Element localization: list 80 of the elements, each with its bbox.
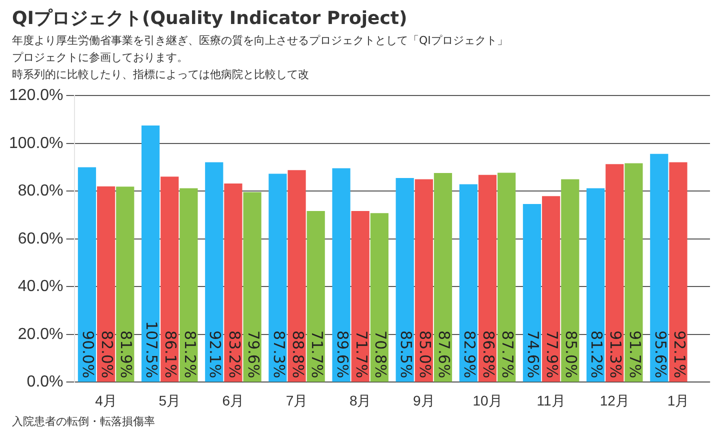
y-tick-label: 80.0% bbox=[18, 182, 64, 200]
bar bbox=[141, 125, 160, 382]
data-label: 79.6% bbox=[244, 330, 262, 378]
data-label: 87.7% bbox=[498, 330, 517, 378]
data-label: 91.7% bbox=[626, 330, 644, 378]
data-label: 77.9% bbox=[543, 330, 562, 378]
bar bbox=[542, 196, 560, 382]
x-tick-label: 6月 bbox=[222, 392, 244, 408]
y-tick-label: 40.0% bbox=[18, 278, 64, 296]
bar bbox=[522, 204, 542, 382]
x-tick-label: 12月 bbox=[600, 392, 630, 408]
bar bbox=[78, 167, 96, 382]
bar bbox=[498, 172, 516, 382]
data-label: 92.1% bbox=[206, 330, 224, 378]
bar bbox=[370, 213, 388, 382]
bar bbox=[624, 163, 643, 382]
data-label: 81.9% bbox=[117, 330, 136, 378]
y-tick-label: 60.0% bbox=[18, 230, 64, 248]
bar bbox=[561, 179, 580, 382]
x-tick-label: 10月 bbox=[472, 392, 502, 408]
data-label: 88.8% bbox=[288, 330, 307, 378]
bar bbox=[96, 186, 116, 382]
text: プロジェクトに参画しております。 bbox=[11, 50, 189, 66]
data-label: 86.1% bbox=[162, 330, 180, 378]
bar bbox=[306, 210, 325, 382]
data-label: 85.0% bbox=[562, 330, 580, 378]
bar bbox=[414, 179, 433, 382]
data-label: 90.0% bbox=[79, 330, 98, 378]
data-label: 85.0% bbox=[416, 330, 434, 378]
bar bbox=[396, 178, 414, 382]
data-label: 91.3% bbox=[606, 330, 625, 378]
bar bbox=[586, 188, 605, 382]
y-tick-label: 120.0% bbox=[9, 87, 64, 104]
data-label: 74.6% bbox=[524, 330, 542, 378]
x-tick-label: 5月 bbox=[158, 392, 181, 408]
data-label: 89.6% bbox=[333, 330, 352, 378]
bar bbox=[478, 174, 497, 382]
bar bbox=[669, 162, 688, 382]
bar bbox=[160, 176, 179, 382]
data-label: 81.2% bbox=[588, 330, 606, 378]
x-tick-label: 8月 bbox=[349, 392, 372, 408]
data-label: 85.5% bbox=[396, 330, 415, 378]
bar bbox=[224, 183, 242, 382]
data-label: 70.8% bbox=[372, 330, 390, 378]
chart-title: QIプロジェクト(Quality Indicator Project) bbox=[11, 7, 408, 31]
bar bbox=[351, 210, 370, 382]
bar bbox=[116, 186, 134, 382]
data-label: 82.0% bbox=[98, 330, 116, 378]
x-tick-label: 4月 bbox=[95, 392, 117, 408]
data-label: 87.3% bbox=[270, 330, 288, 378]
bar bbox=[606, 164, 624, 382]
data-label: 71.7% bbox=[308, 330, 326, 378]
y-tick-label: 20.0% bbox=[18, 326, 64, 343]
x-tick-label: 11月 bbox=[536, 392, 566, 408]
bar bbox=[459, 184, 478, 382]
bar bbox=[650, 154, 668, 382]
text: 年度より厚生労働省事業を引き継ぎ、医療の質を向上させるプロジェクトとして「QIプロジェクト」 bbox=[11, 33, 509, 49]
bar bbox=[332, 168, 350, 382]
text: 入院患者の転倒・転落損傷率 bbox=[11, 414, 156, 430]
bar bbox=[180, 188, 198, 382]
data-label: 82.9% bbox=[460, 330, 479, 378]
y-tick-label: 100.0% bbox=[9, 134, 64, 152]
data-label: 71.7% bbox=[352, 330, 370, 378]
x-tick-label: 9月 bbox=[413, 392, 435, 408]
data-label: 86.8% bbox=[480, 330, 498, 378]
bar bbox=[434, 172, 452, 382]
data-label: 107.5% bbox=[142, 320, 161, 378]
data-label: 83.2% bbox=[225, 330, 244, 378]
y-tick-label: 0.0% bbox=[26, 374, 64, 391]
bar bbox=[288, 170, 306, 382]
data-label: 87.6% bbox=[435, 330, 454, 378]
x-tick-label: 1月 bbox=[667, 392, 690, 408]
data-label: 81.2% bbox=[180, 330, 199, 378]
x-tick-label: 7月 bbox=[286, 392, 308, 408]
bar bbox=[205, 162, 224, 382]
bar bbox=[268, 174, 287, 382]
data-label: 95.6% bbox=[651, 330, 670, 378]
data-label: 92.1% bbox=[670, 330, 688, 378]
bar bbox=[243, 192, 262, 382]
text: 時系列的に比較したり、指標によっては他病院と比較して改 bbox=[11, 67, 310, 83]
